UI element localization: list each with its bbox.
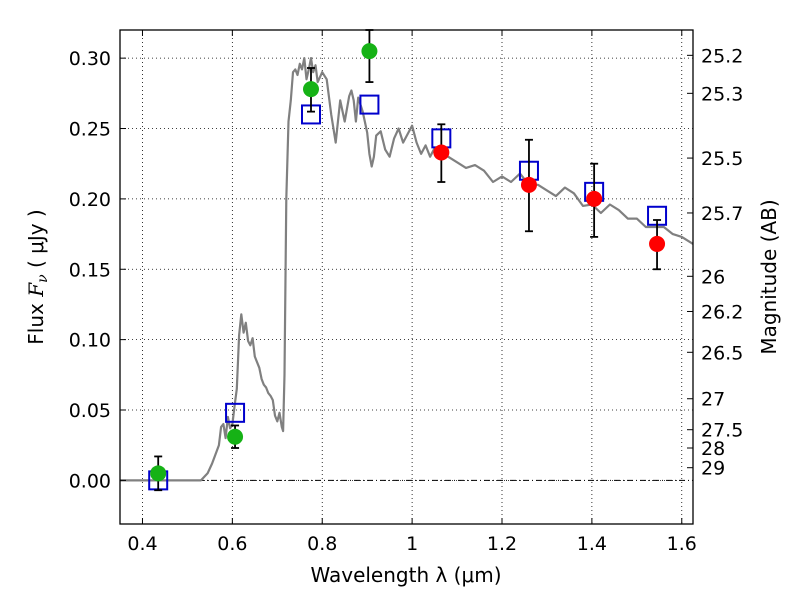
mag-tick-label: 27.5 [701,420,743,442]
x-tick-label: 1.2 [487,533,517,555]
series-layer [120,29,694,492]
y-tick-label: 0.05 [69,400,111,422]
y-axis-label-subscript: ν [35,274,51,283]
observed-flux-point [433,144,450,161]
mag-tick-label: 26 [701,266,725,288]
ticks: 0.4 0.6 0.8 1 1.2 1.4 1.6 0.00 0.05 0.10 0.15 0.20 0… [69,30,743,555]
y-tick-label: 0.25 [69,119,111,141]
mag-tick-label: 29 [701,458,725,480]
mag-tick-label: 25.2 [701,45,743,67]
observed-flux-point [150,465,167,482]
x-axis-label: Wavelength λ (μm) [310,563,501,587]
y-tick-label: 0.30 [69,48,111,70]
model-flux-square [359,94,380,115]
observed-flux-point [586,190,603,207]
observed-flux-point [361,43,378,60]
observed-flux-point [227,428,244,445]
y-tick-label: 0.10 [69,330,111,352]
model-flux-square [225,402,246,423]
observed-flux-point [649,235,666,252]
y-tick-label: 0.00 [69,470,111,492]
x-tick-label: 0.6 [217,533,247,555]
x-tick-label: 1.4 [577,533,607,555]
y2-axis-label: Magnitude (AB) [757,199,781,354]
mag-tick-label: 25.3 [701,83,743,105]
x-tick-label: 1.6 [667,533,697,555]
x-tick-label: 0.8 [307,533,337,555]
observed-flux-point [520,176,537,193]
observed-flux-point [303,81,319,98]
y-tick-label: 0.20 [69,189,111,211]
mag-tick-label: 25.5 [701,148,743,170]
mag-tick-label: 25.7 [701,203,743,225]
mag-tick-label: 26.2 [701,301,743,323]
y-axis-label-symbol: F [24,282,48,298]
plot-frame [119,29,694,525]
mag-tick-label: 27 [701,389,725,411]
y-axis-label: Flux Fν ( μJy ) [24,209,51,344]
mag-tick-label: 26.5 [701,342,743,364]
x-tick-label: 1 [406,533,418,555]
y-axis-label-prefix: Flux [24,297,48,345]
y-tick-label: 0.15 [69,259,111,281]
y-axis-label-suffix: ( μJy ) [24,209,48,274]
x-tick-label: 0.4 [127,533,157,555]
plot-background [120,30,693,524]
mag-tick-label: 28 [701,438,725,460]
